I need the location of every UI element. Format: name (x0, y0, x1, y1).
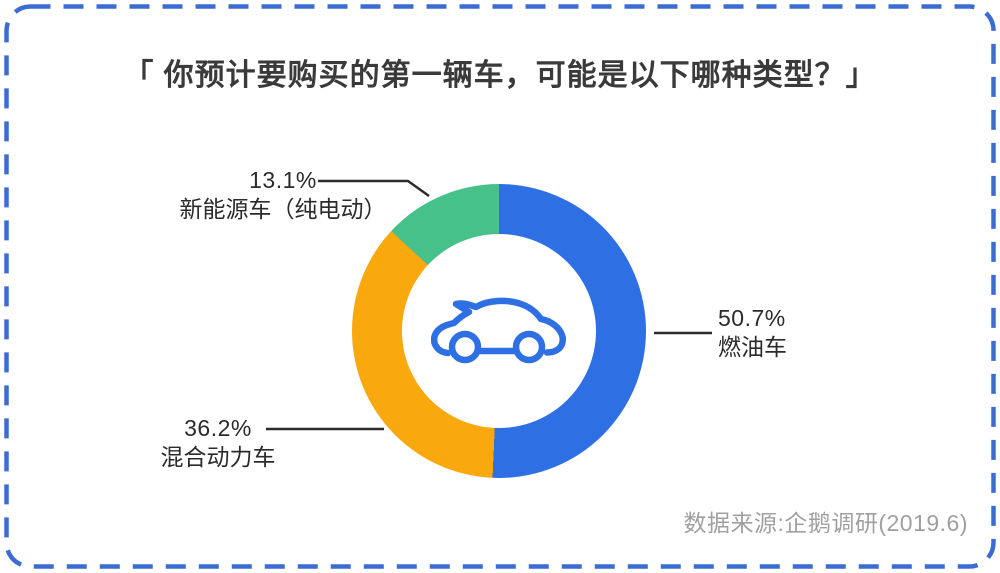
segment-label-fuel: 50.7% 燃油车 (718, 304, 918, 362)
segment-name-fuel: 燃油车 (718, 334, 787, 360)
segment-value-ev: 13.1% (249, 167, 317, 193)
segment-value-fuel: 50.7% (718, 305, 786, 331)
segment-name-ev: 新能源车（纯电动） (179, 196, 387, 222)
segment-label-hybrid: 36.2% 混合动力车 (133, 414, 303, 472)
donut-chart (352, 184, 646, 478)
page-title: 「 你预计要购买的第一辆车，可能是以下哪种类型？」 (123, 59, 877, 92)
segment-label-ev: 13.1% 新能源车（纯电动） (178, 166, 388, 224)
car-icon (431, 297, 567, 364)
donut-hole (402, 234, 596, 428)
segment-name-hybrid: 混合动力车 (160, 444, 276, 470)
source-note: 数据来源:企鹅调研(2019.6) (683, 510, 968, 536)
segment-value-hybrid: 36.2% (184, 415, 252, 441)
car-icon-strokes (431, 297, 567, 364)
